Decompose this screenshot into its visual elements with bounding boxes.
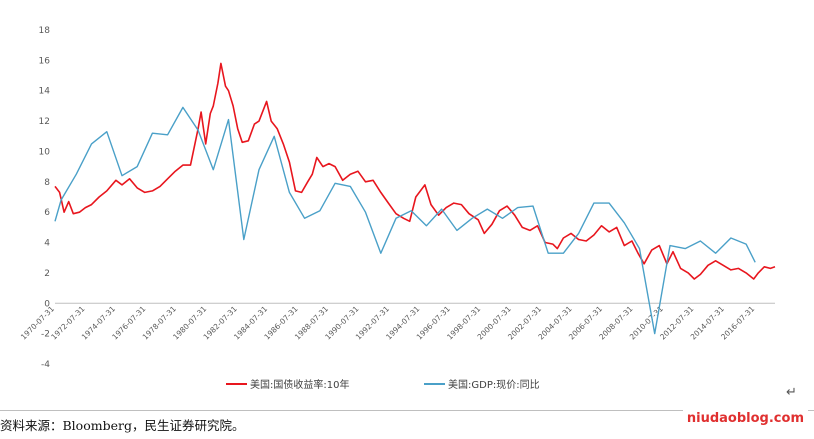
y-tick-label: 14 bbox=[39, 87, 51, 97]
y-tick-label: 12 bbox=[39, 117, 50, 127]
y-tick-label: -4 bbox=[41, 360, 50, 370]
legend: 美国:国债收益率:10年 美国:GDP:现价:同比 bbox=[226, 378, 540, 391]
series-line-gdp-growth bbox=[54, 106, 756, 335]
y-tick-label: -2 bbox=[41, 330, 50, 340]
series-line-treasury-yield bbox=[54, 62, 776, 280]
y-tick-label: 0 bbox=[44, 299, 50, 309]
line-chart: -4 -2 0 2 4 6 8 10 12 14 16 18 1970-07-311972-07-31… bbox=[19, 26, 776, 391]
watermark: niudaoblog.com bbox=[682, 410, 808, 427]
divider bbox=[0, 410, 814, 411]
y-tick-label: 10 bbox=[39, 147, 51, 157]
y-tick-label: 8 bbox=[44, 178, 50, 188]
y-tick-label: 6 bbox=[44, 208, 50, 218]
y-axis: -4 -2 0 2 4 6 8 10 12 14 16 18 bbox=[39, 26, 51, 370]
paragraph-return-icon: ↵ bbox=[786, 385, 797, 400]
y-tick-label: 2 bbox=[44, 269, 50, 279]
plot-area bbox=[54, 62, 776, 335]
y-tick-label: 18 bbox=[39, 26, 51, 36]
legend-label-treasury-yield: 美国:国债收益率:10年 bbox=[250, 378, 349, 391]
legend-label-gdp-growth: 美国:GDP:现价:同比 bbox=[448, 378, 540, 391]
x-axis: 1970-07-311972-07-311974-07-311976-07-31… bbox=[19, 304, 757, 341]
source-note: 资料来源：Bloomberg，民生证券研究院。 bbox=[0, 418, 245, 433]
y-tick-label: 4 bbox=[44, 239, 50, 249]
y-tick-label: 16 bbox=[39, 56, 51, 66]
